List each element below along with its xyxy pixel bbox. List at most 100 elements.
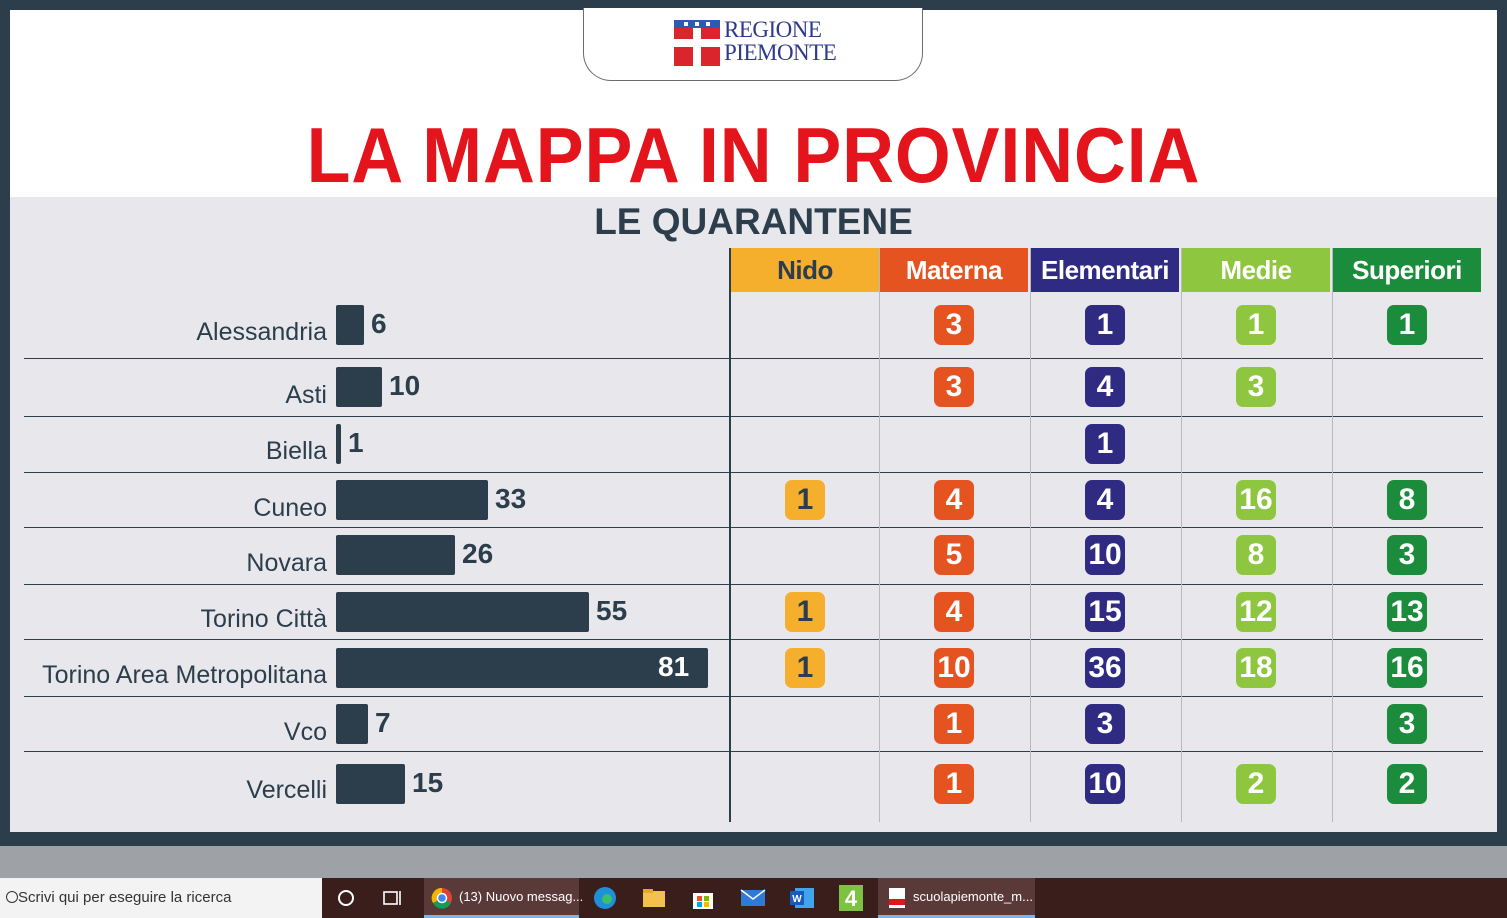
count-badge-materna: 4 [934,480,974,520]
row-separator [24,472,1483,473]
chrome-active-underline [424,915,579,918]
row-separator [24,527,1483,528]
piemonte-flag-logo [674,20,720,66]
count-badge-elementari: 4 [1085,367,1125,407]
count-badge-materna: 3 [934,305,974,345]
chrome-window-label: (13) Nuovo messag... [459,889,584,904]
logo-tab: REGIONE PIEMONTE [583,8,923,81]
count-badge-elementari: 3 [1085,704,1125,744]
row-separator [24,751,1483,752]
column-divider [1181,248,1182,822]
column-header-superiori: Superiori [1333,248,1481,292]
province-name: Torino Città [200,605,327,633]
four-app-icon[interactable]: 4 [838,884,864,912]
column-header-materna: Materna [880,248,1028,292]
column-divider [1030,248,1031,822]
row-separator [24,639,1483,640]
count-badge-materna: 10 [934,648,974,688]
province-name: Alessandria [196,318,327,346]
page-subtitle: LE QUARANTENE [594,201,913,242]
slide: REGIONE PIEMONTE LA MAPPA IN PROVINCIA L… [10,8,1497,832]
row-separator [24,416,1483,417]
bar-value-label: 7 [375,707,391,738]
edge-icon[interactable] [593,886,617,910]
quarantine-bar [336,648,708,688]
search-placeholder: Scrivi qui per eseguire la ricerca [18,889,232,906]
count-badge-superiori: 8 [1387,480,1427,520]
row-separator [24,584,1483,585]
count-badge-superiori: 16 [1387,648,1427,688]
count-badge-medie: 18 [1236,648,1276,688]
count-badge-superiori: 13 [1387,592,1427,632]
column-divider [879,248,880,822]
quarantine-bar [336,367,382,407]
svg-text:W: W [792,894,802,905]
page-title: LA MAPPA IN PROVINCIA [306,111,1201,199]
store-icon[interactable] [691,886,715,910]
count-badge-superiori: 2 [1387,764,1427,804]
count-badge-elementari: 1 [1085,305,1125,345]
pdf-active-underline [878,915,1035,918]
province-name: Vercelli [246,776,327,804]
task-view-icon[interactable] [383,888,403,908]
column-divider [1332,248,1333,822]
count-badge-nido: 1 [785,648,825,688]
logo-text: REGIONE PIEMONTE [724,17,837,65]
mail-icon[interactable] [740,888,766,908]
cortana-circle-icon[interactable] [337,889,355,907]
logo-line-2: PIEMONTE [724,40,837,65]
quarantine-bar [336,424,341,464]
count-badge-nido: 1 [785,480,825,520]
count-badge-materna: 1 [934,704,974,744]
count-badge-nido: 1 [785,592,825,632]
bar-value-label: 26 [462,538,494,569]
province-name: Novara [246,549,327,577]
count-badge-medie: 3 [1236,367,1276,407]
pdf-icon [889,888,905,908]
count-badge-elementari: 4 [1085,480,1125,520]
province-name: Vco [283,718,327,746]
chrome-icon [431,887,452,909]
bar-value-label: 10 [389,370,421,401]
word-icon[interactable]: W [789,886,815,910]
count-badge-elementari: 10 [1085,535,1125,575]
bar-value-label: 6 [371,308,387,339]
logo-line-1: REGIONE [724,17,822,42]
count-badge-medie: 2 [1236,764,1276,804]
quarantine-bar [336,704,368,744]
search-icon [6,891,18,903]
column-header-elementari: Elementari [1031,248,1179,292]
count-badge-elementari: 15 [1085,592,1125,632]
count-badge-elementari: 1 [1085,424,1125,464]
count-badge-superiori: 3 [1387,704,1427,744]
bar-value-label: 15 [412,767,444,798]
count-badge-medie: 1 [1236,305,1276,345]
province-name: Cuneo [253,494,327,522]
bar-value-label: 55 [596,595,628,626]
quarantine-bar [336,592,589,632]
count-badge-materna: 4 [934,592,974,632]
bar-value-label: 1 [348,427,364,458]
quarantine-bar [336,305,364,345]
column-header-nido: Nido [731,248,879,292]
file-explorer-icon[interactable] [642,887,666,909]
quarantine-bar [336,535,455,575]
row-separator [24,358,1483,359]
province-name: Asti [285,381,327,409]
count-badge-superiori: 3 [1387,535,1427,575]
quarantine-bar [336,764,405,804]
taskbar-search-box[interactable]: Scrivi qui per eseguire la ricerca [0,878,322,918]
count-badge-materna: 3 [934,367,974,407]
bar-value-label: 81 [658,651,690,682]
bar-value-label: 33 [495,483,527,514]
count-badge-medie: 8 [1236,535,1276,575]
count-badge-elementari: 36 [1085,648,1125,688]
count-badge-medie: 12 [1236,592,1276,632]
count-badge-superiori: 1 [1387,305,1427,345]
province-name: Biella [265,437,327,465]
count-badge-materna: 5 [934,535,974,575]
window-bottom-strip [0,846,1507,878]
svg-text:4: 4 [845,886,858,911]
row-separator [24,696,1483,697]
column-header-medie: Medie [1182,248,1330,292]
